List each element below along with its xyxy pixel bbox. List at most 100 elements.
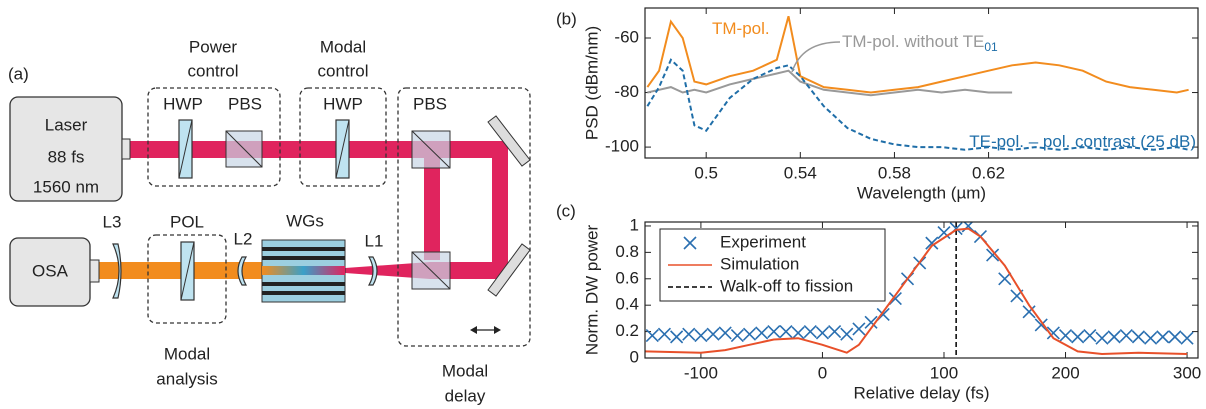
data-point [828, 325, 842, 339]
series-name: TE-pol. – pol. contrast (25 dB) [969, 132, 1196, 151]
group-label: delay [445, 386, 486, 405]
panel-label: (c) [556, 201, 576, 220]
component-label: HWP [323, 94, 363, 113]
chart: (b) 0.5 0.54 0.58 0.62 -100 -80 -60 Wavelength (… [556, 7, 1199, 202]
setup-diagram: (a) Laser 88 fs 1560 nm Power control HW… [8, 37, 531, 405]
mirror [487, 243, 531, 297]
data-point [742, 327, 757, 341]
series-subscript: 01 [984, 40, 998, 54]
data-point [1022, 305, 1036, 319]
data-point [1168, 330, 1182, 344]
waveguide [262, 266, 345, 275]
group-box [147, 87, 281, 187]
data-point [937, 225, 951, 240]
data-point [852, 322, 866, 336]
group-box [299, 87, 387, 187]
x-tick-label: -100 [684, 363, 718, 382]
group-label: control [187, 61, 238, 80]
panel-label: (b) [556, 9, 577, 28]
y-tick-label: 1 [630, 215, 639, 234]
data-point [1046, 326, 1060, 340]
data-point [803, 325, 817, 339]
x-tick-label: 0.54 [784, 163, 817, 182]
stage-arrow-head [470, 326, 477, 334]
axes-box [644, 7, 1199, 159]
data-point [718, 326, 732, 340]
beam [492, 141, 508, 279]
data-point [815, 326, 830, 340]
y-tick-label: 0.2 [615, 321, 639, 340]
group-label: analysis [156, 369, 217, 388]
data-point [694, 328, 708, 343]
group-label: Power [189, 37, 238, 56]
data-point [888, 292, 902, 306]
pbs-diagonal [411, 130, 451, 169]
data-point [925, 236, 939, 250]
x-tick-label: 0.5 [694, 163, 718, 182]
laser-label: 1560 nm [33, 177, 99, 196]
chart: (c) -100 0 100 200 300 0 0.2 0.4 0.6 0.8 1 Relative … [556, 201, 1201, 402]
data-point [1131, 330, 1146, 344]
plot-area [646, 15, 1189, 151]
y-axis-label: PSD (dBm/nm) [582, 26, 601, 140]
polarizer-axis [180, 241, 195, 301]
group-label: Modal [442, 361, 488, 380]
data-point [730, 328, 744, 343]
stage-arrow-head [494, 326, 501, 334]
pbs-diagonal [225, 130, 263, 168]
group-box [147, 234, 227, 324]
group-label: Modal [164, 344, 210, 363]
y-tick-label: 0 [630, 347, 639, 366]
data-point [767, 325, 781, 339]
component-label: L3 [103, 212, 122, 231]
data-point [1144, 331, 1158, 345]
mirror [487, 115, 531, 167]
data-point [1180, 331, 1194, 345]
data-line [647, 69, 1013, 97]
data-line [646, 15, 1189, 94]
x-tick-label: 0.62 [972, 163, 1005, 182]
x-axis-label: Relative delay (fs) [853, 383, 989, 402]
y-axis-label: Norm. DW power [582, 224, 601, 355]
axes-box [644, 221, 1199, 359]
y-tick-label: -60 [614, 27, 639, 46]
data-point [682, 327, 696, 341]
component-label: WGs [286, 211, 324, 230]
data-point [645, 328, 659, 343]
panel-label: (a) [8, 64, 29, 83]
legend-label: Experiment [720, 232, 806, 251]
component-label: L2 [234, 229, 253, 248]
data-point [1058, 328, 1073, 343]
series-name: TM-pol. without TE [842, 32, 984, 51]
data-point [1156, 330, 1170, 344]
data-point [670, 330, 684, 344]
data-point [1095, 331, 1109, 345]
laser-label: Laser [45, 115, 88, 134]
data-point [1107, 330, 1121, 344]
data-point [864, 315, 878, 329]
group-label: control [317, 61, 368, 80]
waveplate-axis [178, 119, 193, 179]
waveguide [262, 247, 345, 251]
y-tick-label: 0.6 [615, 268, 639, 287]
series-annotation: TM-pol. [712, 19, 770, 38]
data-point [779, 325, 793, 339]
x-tick-label: 300 [1173, 363, 1201, 382]
osa-input [89, 259, 100, 283]
data-point [1034, 318, 1048, 332]
lens [112, 243, 122, 299]
plot-area [645, 222, 1194, 358]
component-label: PBS [228, 94, 262, 113]
laser-label: 88 fs [48, 147, 85, 166]
legend-symbol [683, 236, 697, 250]
data-line [645, 227, 1188, 356]
component-label: PBS [413, 94, 447, 113]
component-label: HWP [163, 94, 203, 113]
legend-label: Walk-off to fission [720, 276, 853, 295]
data-point [791, 326, 805, 340]
series-name: TM-pol. [712, 19, 770, 38]
x-tick-label: 200 [1051, 363, 1079, 382]
x-axis-label: Wavelength (µm) [857, 183, 986, 202]
laser-output [121, 138, 131, 160]
y-tick-label: -100 [605, 137, 639, 156]
